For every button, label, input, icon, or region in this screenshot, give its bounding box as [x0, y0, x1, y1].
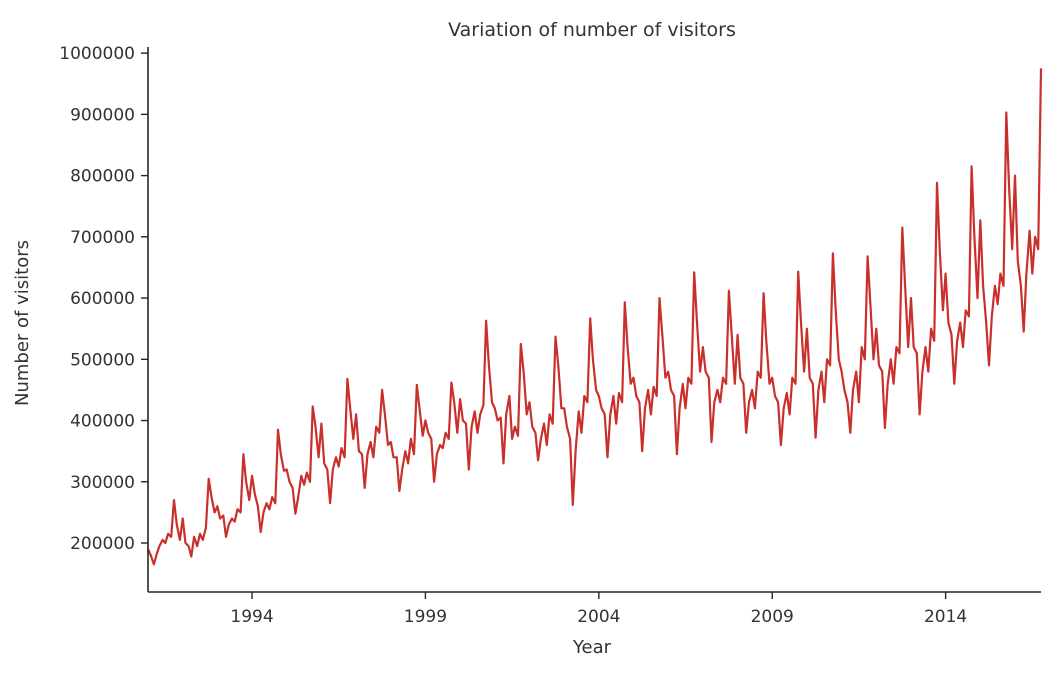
- x-tick-label: 1994: [230, 607, 273, 627]
- series-line-0: [146, 68, 1043, 566]
- y-tick-label: 400000: [70, 412, 135, 432]
- y-axis-label: Number of visitors: [12, 240, 33, 406]
- y-tick-label: 1000000: [59, 44, 135, 64]
- x-tick-label: 2004: [577, 607, 620, 627]
- x-tick-label: 1999: [404, 607, 447, 627]
- y-tick-label: 500000: [70, 350, 135, 370]
- y-tick-label: 200000: [70, 534, 135, 554]
- x-axis-label: Year: [572, 637, 612, 658]
- y-tick-label: 300000: [70, 473, 135, 493]
- x-axis: 1994 1999 2004 2009 2014: [148, 591, 1041, 627]
- y-axis: 200000 300000 400000 500000 600000 700000 8000…: [59, 44, 149, 592]
- y-tick-label: 700000: [70, 228, 135, 248]
- y-tick-label: 800000: [70, 167, 135, 187]
- chart-title: Variation of number of visitors: [448, 19, 736, 41]
- x-tick-label: 2014: [924, 607, 967, 627]
- y-tick-label: 900000: [70, 105, 135, 125]
- y-tick-label: 600000: [70, 289, 135, 309]
- x-tick-label: 2009: [751, 607, 794, 627]
- plot-area: [146, 68, 1043, 566]
